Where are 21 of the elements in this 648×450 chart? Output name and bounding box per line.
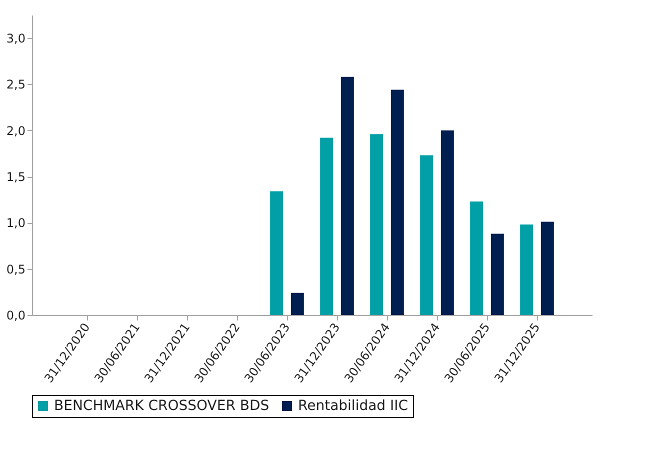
y-tick-label: 3,0 [6,32,26,46]
bar [540,222,554,315]
bar [390,90,404,315]
y-tick-label: 1,5 [6,170,26,184]
bar [420,155,434,315]
bar [520,224,534,315]
bar [270,191,284,315]
bar [320,138,334,315]
y-tick-label: 2,5 [6,78,26,92]
legend-label: Rentabilidad IIC [298,398,408,414]
y-tick-label: 0,0 [6,308,26,322]
bar [440,130,454,315]
y-tick-label: 1,0 [6,216,26,230]
legend-label: BENCHMARK CROSSOVER BDS [54,398,270,414]
bar [340,76,354,315]
y-tick-label: 0,5 [6,262,26,276]
bar [370,134,384,315]
bar [290,292,304,315]
bar [490,234,504,315]
y-tick-label: 2,0 [6,124,26,138]
bar [470,201,484,315]
